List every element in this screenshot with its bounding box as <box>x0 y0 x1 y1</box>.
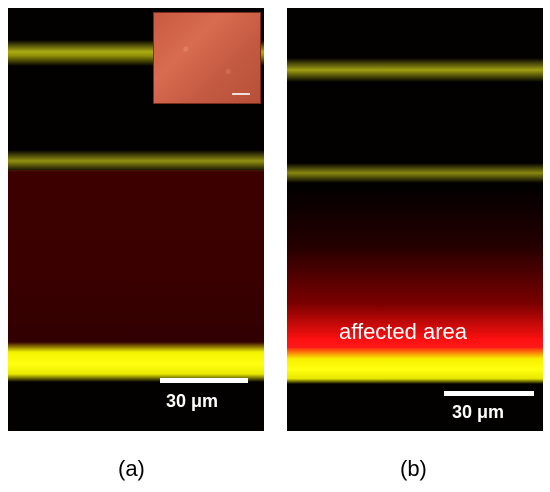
scale-bar <box>444 391 534 396</box>
yellow-band-top <box>287 58 543 82</box>
yellow-band-middle <box>287 163 543 183</box>
yellow-band-bottom <box>287 348 543 384</box>
red-fluorescence-region <box>8 170 264 350</box>
caption-a: (a) <box>118 456 145 481</box>
yellow-band-middle <box>8 150 264 172</box>
micrograph-panel-a: 30 μm <box>8 8 264 431</box>
inset-scale-bar <box>232 93 250 95</box>
yellow-band-bottom <box>8 342 264 382</box>
affected-area-label: affected area <box>339 319 468 344</box>
caption-b: (b) <box>400 456 427 481</box>
affected-red-region <box>287 188 543 353</box>
inset-micrograph <box>153 12 261 104</box>
scale-bar-label: 30 μm <box>452 402 505 422</box>
scale-bar <box>160 378 248 383</box>
scale-bar-label: 30 μm <box>166 391 219 411</box>
micrograph-panel-b: affected area 30 μm <box>287 8 543 431</box>
